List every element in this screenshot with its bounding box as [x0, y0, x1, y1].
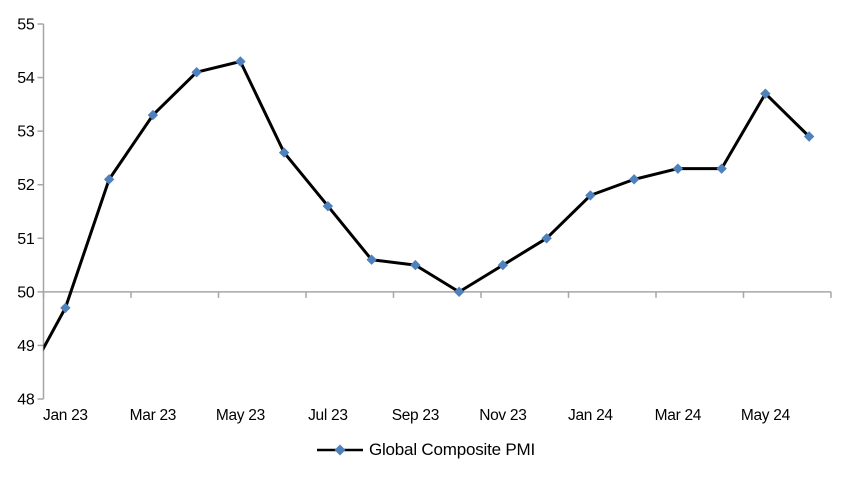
x-tick-label: Mar 24 [655, 407, 702, 424]
data-point-marker [803, 131, 815, 142]
chart-legend: Global Composite PMI [0, 439, 852, 461]
data-point-marker [191, 67, 202, 78]
data-point-marker [541, 233, 552, 244]
x-tick-label: Nov 23 [479, 407, 526, 424]
pmi-line-chart: 48 49 50 51 52 53 54 55 Jan 23 Mar 23 May 23 Jul 23… [17, 17, 832, 424]
x-tick-label: Jan 23 [43, 407, 88, 424]
data-point-marker [497, 259, 509, 271]
x-tick-label: May 23 [216, 407, 265, 424]
data-point-marker [147, 109, 159, 121]
y-tick-label: 49 [17, 338, 35, 355]
series-global-composite-pmi [43, 56, 815, 352]
data-point-marker [103, 174, 115, 185]
y-tick-label: 55 [17, 17, 35, 34]
data-point-marker [322, 200, 334, 212]
data-point-marker [366, 254, 377, 265]
data-point-marker [672, 163, 684, 174]
y-tick-label: 53 [17, 124, 35, 141]
y-axis: 48 49 50 51 52 53 54 55 [17, 17, 45, 409]
category-axis [42, 291, 832, 298]
data-point-marker [585, 190, 596, 201]
y-tick-label: 50 [17, 284, 35, 301]
x-tick-label: May 24 [741, 407, 791, 424]
y-tick-label: 54 [17, 70, 35, 87]
y-tick-label: 52 [17, 177, 35, 194]
x-tick-labels: Jan 23 Mar 23 May 23 Jul 23 Sep 23 Nov 23 Jan … [43, 407, 791, 424]
x-tick-label: Mar 23 [130, 407, 176, 424]
data-point-marker [410, 259, 421, 271]
x-tick-label: Sep 23 [392, 407, 439, 424]
y-tick-label: 51 [17, 231, 35, 248]
data-point-marker [278, 147, 290, 158]
data-point-marker [235, 56, 246, 67]
data-point-marker [60, 302, 71, 314]
legend-series-label: Global Composite PMI [368, 440, 536, 459]
y-tick-label: 48 [17, 392, 35, 409]
x-tick-label: Jan 24 [568, 407, 613, 424]
x-tick-label: Jul 23 [308, 407, 348, 424]
legend-line-marker-icon [316, 444, 363, 456]
data-point-marker [760, 88, 771, 99]
data-point-marker [453, 286, 465, 298]
data-point-marker [716, 163, 727, 174]
data-point-marker [628, 174, 640, 185]
series-line [43, 60, 811, 352]
